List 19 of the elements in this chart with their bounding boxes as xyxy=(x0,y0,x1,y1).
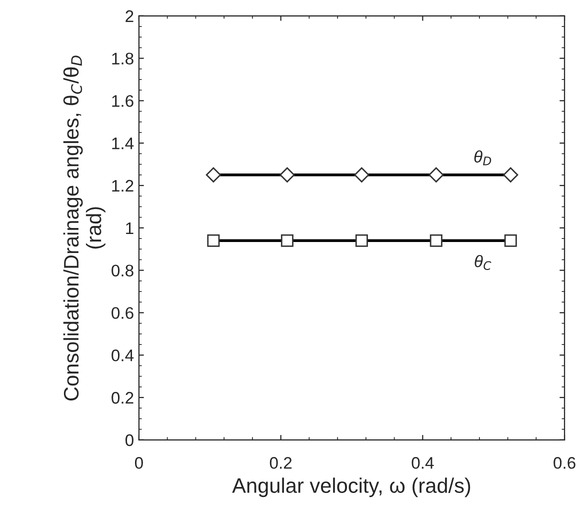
y-tick-label: 1.4 xyxy=(112,138,134,150)
y-tick-label: 0.6 xyxy=(112,307,134,319)
y-tick-label: 1 xyxy=(126,222,134,234)
x-tick-label: 0.2 xyxy=(270,457,292,469)
y-tick-label: 1.2 xyxy=(112,180,134,192)
series-label: θ$_{D}$ xyxy=(474,150,492,166)
y-tick-label: 0.8 xyxy=(112,264,134,277)
x-tick-label: 0.6 xyxy=(554,457,576,469)
x-tick-label: 0 xyxy=(134,457,143,469)
y-tick-label: 2 xyxy=(126,10,134,22)
x-axis-title: Angular velocity, ω (rad/s) xyxy=(232,478,470,498)
series-label: θ$_{C}$ xyxy=(474,254,492,270)
y-tick-label: 1.6 xyxy=(112,95,134,107)
y-tick-label: 0.2 xyxy=(112,392,134,404)
text: Consolidation/Drainage angles, θ$_{C}$/θ$_{D}$ (rad) xyxy=(63,56,106,400)
x-tick-label: 0.4 xyxy=(412,457,434,469)
y-tick-label: 1.8 xyxy=(112,52,134,65)
y-tick-label: 0 xyxy=(125,434,134,446)
y-tick-label: 0.4 xyxy=(112,350,134,362)
